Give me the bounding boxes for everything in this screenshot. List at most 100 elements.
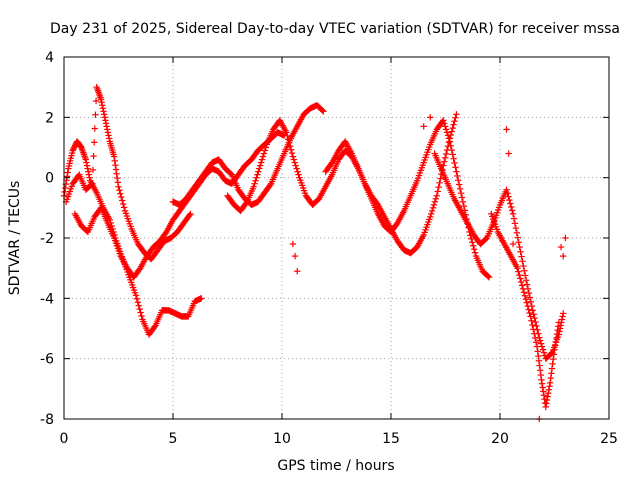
data-point-interp bbox=[254, 171, 261, 178]
data-point-interp bbox=[519, 285, 527, 293]
data-point-interp bbox=[430, 201, 438, 209]
data-point bbox=[132, 292, 140, 299]
data-point-interp bbox=[441, 154, 449, 162]
data-point-interp bbox=[540, 392, 548, 399]
x-tick-label: 15 bbox=[382, 431, 400, 447]
data-point-interp bbox=[117, 190, 124, 197]
data-point-interp bbox=[450, 121, 457, 128]
data-point bbox=[485, 274, 493, 281]
data-point bbox=[257, 162, 264, 169]
data-point-interp bbox=[550, 355, 557, 363]
data-point bbox=[560, 252, 567, 260]
data-point-interp bbox=[91, 125, 99, 132]
axis-ticks: 0 5 10 15 20 25 -8 -6 -4 -2 0 2 4 bbox=[40, 50, 618, 447]
data-point bbox=[110, 153, 118, 160]
data-point bbox=[250, 183, 257, 190]
data-point-interp bbox=[284, 132, 291, 140]
data-point-interp bbox=[484, 273, 492, 280]
data-point-interp bbox=[551, 342, 559, 349]
y-tick-label: 2 bbox=[45, 110, 54, 126]
data-point-interp bbox=[532, 318, 539, 326]
data-point-interp bbox=[507, 200, 514, 207]
data-point-interp bbox=[510, 215, 518, 222]
data-point bbox=[516, 243, 523, 251]
data-point bbox=[514, 264, 521, 272]
data-point-interp bbox=[136, 305, 143, 313]
data-point-interp bbox=[539, 346, 547, 353]
data-point-interp bbox=[531, 330, 538, 337]
data-point-interp bbox=[260, 150, 268, 157]
data-point-interp bbox=[523, 281, 531, 288]
data-point-interp bbox=[91, 139, 98, 146]
data-point bbox=[551, 346, 558, 353]
chart-title: Day 231 of 2025, Sidereal Day-to-day VTE… bbox=[50, 21, 620, 37]
data-point-interp bbox=[511, 220, 519, 227]
data-point-interp bbox=[452, 114, 459, 121]
data-point-interp bbox=[528, 317, 535, 324]
data-point bbox=[289, 153, 297, 160]
data-point-interp bbox=[92, 111, 99, 118]
data-point-interp bbox=[64, 169, 71, 176]
data-point-interp bbox=[537, 340, 545, 347]
data-point-interp bbox=[104, 126, 111, 133]
data-point bbox=[89, 180, 96, 187]
data-point-interp bbox=[520, 262, 527, 270]
data-point-interp bbox=[114, 179, 122, 186]
data-point-interp bbox=[512, 224, 520, 232]
data-point-interp bbox=[469, 239, 476, 246]
data-point-interp bbox=[547, 374, 554, 382]
data-point-interp bbox=[100, 108, 107, 115]
data-point-interp bbox=[120, 204, 128, 211]
data-point-interp bbox=[533, 322, 540, 330]
data-point-interp bbox=[526, 309, 533, 317]
data-point-interp bbox=[133, 295, 141, 302]
data-point-interp bbox=[526, 294, 534, 301]
data-point bbox=[427, 114, 434, 121]
data-point-interp bbox=[295, 171, 302, 178]
data-point-interp bbox=[447, 142, 454, 149]
data-point-interp bbox=[99, 102, 106, 109]
data-point-interp bbox=[98, 99, 105, 106]
data-point bbox=[509, 240, 517, 248]
data-point-interp bbox=[294, 168, 301, 175]
data-point bbox=[433, 192, 440, 199]
data-point-interp bbox=[545, 386, 553, 393]
data-point-interp bbox=[517, 248, 524, 255]
x-tick-label: 0 bbox=[60, 431, 69, 447]
data-point bbox=[509, 210, 517, 218]
data-point bbox=[503, 186, 510, 193]
data-point-interp bbox=[539, 384, 546, 391]
data-point-interp bbox=[89, 166, 97, 174]
data-point bbox=[283, 129, 290, 136]
data-point-interp bbox=[441, 120, 448, 127]
data-point-interp bbox=[517, 278, 525, 286]
data-point-interp bbox=[552, 338, 559, 346]
data-point-interp bbox=[518, 282, 526, 289]
data-point-interp bbox=[111, 157, 118, 165]
data-point-interp bbox=[256, 165, 263, 172]
data-point bbox=[520, 289, 528, 296]
y-tick-label: -4 bbox=[40, 291, 54, 307]
data-point bbox=[538, 376, 545, 383]
data-point-interp bbox=[506, 196, 513, 204]
y-tick-label: -6 bbox=[40, 352, 54, 368]
data-point-interp bbox=[538, 380, 546, 387]
data-point-interp bbox=[441, 123, 449, 130]
data-point-interp bbox=[521, 267, 528, 274]
data-point-interp bbox=[546, 383, 553, 390]
data-point-interp bbox=[252, 177, 259, 184]
data-point-interp bbox=[85, 168, 92, 175]
data-point-interp bbox=[543, 400, 550, 407]
data-point-interp bbox=[88, 181, 95, 188]
data-point-interp bbox=[261, 147, 269, 154]
data-point bbox=[320, 108, 327, 115]
data-point-interp bbox=[104, 129, 112, 136]
data-point bbox=[503, 126, 510, 133]
data-point-interp bbox=[285, 136, 292, 143]
data-point-interp bbox=[527, 298, 535, 305]
data-point-interp bbox=[83, 162, 91, 169]
data-point bbox=[533, 343, 541, 350]
data-point bbox=[198, 295, 205, 302]
data-point-interp bbox=[105, 132, 112, 139]
